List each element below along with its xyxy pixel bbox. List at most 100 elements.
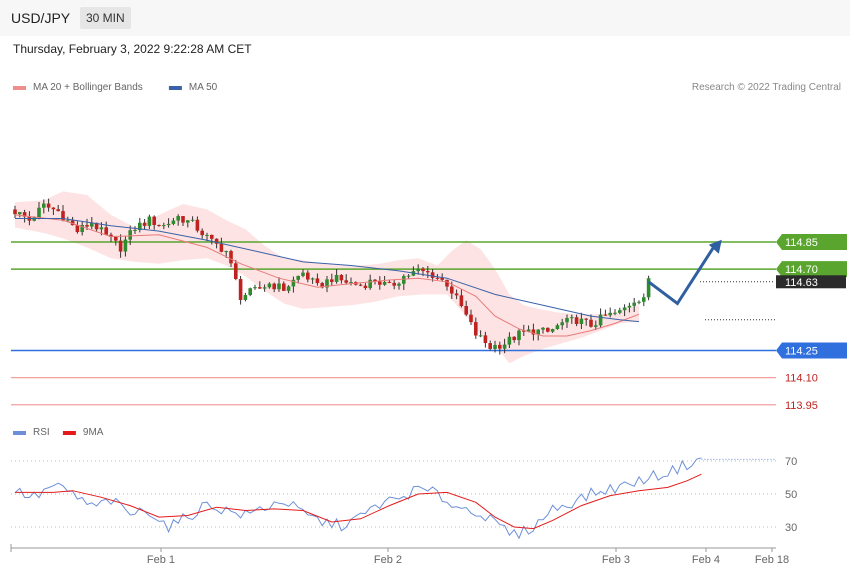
- candle-body: [598, 314, 603, 326]
- ma50-line: [15, 218, 640, 323]
- candle: [426, 266, 430, 279]
- candle-body: [61, 211, 65, 221]
- candle-body: [114, 236, 118, 241]
- candle-body: [550, 329, 555, 332]
- candle: [570, 314, 574, 324]
- legend-swatch-0: [13, 86, 26, 90]
- candle-body: [104, 227, 108, 235]
- candle: [94, 222, 99, 232]
- candle-body: [608, 312, 612, 316]
- timeframe-button[interactable]: 30 MIN: [80, 7, 131, 29]
- candle: [363, 283, 368, 290]
- candle-body: [517, 330, 521, 341]
- candle: [474, 317, 478, 339]
- candle: [190, 216, 195, 222]
- candle-body: [37, 207, 41, 218]
- candle: [181, 215, 185, 226]
- candle-body: [344, 280, 348, 283]
- candle-body: [94, 222, 99, 230]
- candle: [243, 292, 248, 302]
- candle-body: [579, 318, 584, 325]
- candle: [210, 234, 214, 245]
- symbol-title: USD/JPY: [11, 10, 71, 26]
- candle-body: [306, 272, 310, 280]
- candle: [75, 221, 80, 234]
- rsi-ma-line: [15, 473, 702, 530]
- candle-body: [594, 325, 598, 327]
- candle: [560, 318, 564, 330]
- level-label-5: 113.95: [785, 400, 818, 412]
- level-label-0: 114.85: [785, 237, 818, 249]
- candle-body: [320, 283, 324, 288]
- candle: [488, 340, 492, 351]
- candle-body: [296, 275, 300, 280]
- candle-body: [531, 329, 536, 335]
- candle-body: [430, 272, 435, 278]
- price-legend: MA 20 + Bollinger Bands MA 50: [13, 82, 218, 93]
- candle-body: [80, 224, 84, 233]
- candle: [42, 199, 46, 214]
- candle-body: [349, 282, 353, 284]
- candle-body: [90, 222, 94, 227]
- candle: [267, 282, 272, 289]
- forecast-arrowhead: [708, 239, 722, 254]
- candle-body: [267, 283, 272, 288]
- candle-body: [18, 212, 22, 215]
- candle-body: [387, 281, 392, 283]
- candle: [512, 336, 516, 343]
- candle-body: [243, 295, 248, 300]
- candle-body: [435, 277, 440, 279]
- candle: [214, 238, 219, 249]
- level-label-4: 114.10: [785, 373, 818, 385]
- candle-body: [162, 225, 166, 227]
- candle: [147, 214, 152, 229]
- candle-body: [498, 344, 502, 349]
- candle-body: [378, 281, 382, 285]
- candle-body: [214, 238, 219, 244]
- candle: [531, 323, 536, 341]
- candle: [637, 300, 641, 305]
- legend-swatch-1: [62, 431, 76, 435]
- candle: [406, 274, 411, 279]
- candle-body: [459, 295, 464, 307]
- candle: [301, 269, 305, 278]
- rsi-legend: RSI 9MA: [13, 427, 104, 438]
- candle: [186, 220, 190, 228]
- candle-body: [622, 307, 627, 311]
- header-bar: USD/JPY 30 MIN: [0, 0, 850, 36]
- candle-body: [483, 335, 488, 344]
- candle-body: [205, 234, 209, 236]
- candle-body: [186, 220, 190, 223]
- x-tick-label-3: Feb 4: [692, 554, 720, 566]
- candle: [526, 325, 531, 333]
- candle-body: [138, 222, 142, 230]
- rsi-panel: 30 50 70: [11, 456, 797, 540]
- forecast-path: [647, 242, 718, 306]
- candle: [118, 234, 123, 258]
- candle: [464, 300, 468, 317]
- candle: [133, 226, 137, 234]
- candle-body: [200, 230, 204, 236]
- price-levels: [11, 241, 776, 406]
- candle: [574, 314, 579, 327]
- candle: [502, 338, 507, 354]
- x-tick-label-0: Feb 1: [147, 554, 175, 566]
- candle: [627, 302, 632, 313]
- candle: [138, 217, 142, 233]
- candle-body: [541, 327, 545, 330]
- candle: [238, 275, 243, 305]
- candle-body: [42, 203, 46, 208]
- candle-body: [334, 274, 339, 282]
- rsi-tick-label-0: 30: [785, 522, 797, 534]
- candle: [109, 232, 113, 243]
- legend-swatch-1: [168, 86, 182, 90]
- candle-body: [454, 293, 459, 296]
- candle-body: [445, 279, 449, 287]
- candle: [306, 270, 310, 283]
- candle: [272, 282, 276, 293]
- candle: [392, 279, 396, 290]
- candle-body: [536, 329, 540, 335]
- candle: [330, 273, 334, 286]
- candle: [162, 222, 166, 230]
